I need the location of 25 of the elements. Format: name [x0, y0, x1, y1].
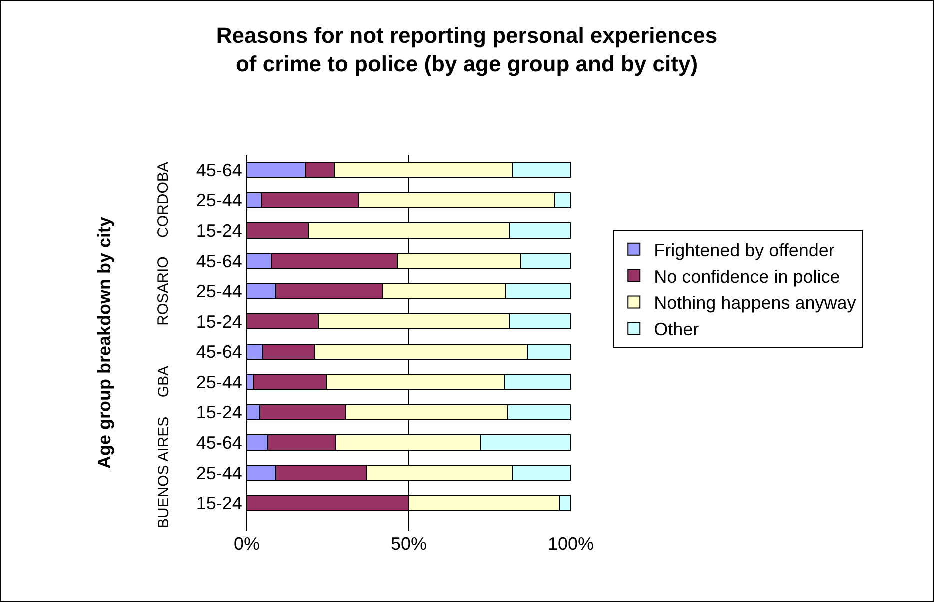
- y-tick-label: 25-44: [196, 463, 242, 484]
- text: CORDOBA: [155, 162, 172, 238]
- legend-label: No confidence in police: [654, 266, 840, 287]
- y-tick-label: 45-64: [196, 433, 242, 454]
- legend-label: Nothing happens anyway: [654, 293, 856, 314]
- y-tick-label: 45-64: [196, 251, 242, 272]
- text: ROSARIO: [155, 256, 172, 326]
- y-tick-label: 15-24: [196, 221, 242, 242]
- y-tick-label: 25-44: [196, 282, 242, 302]
- y-tick-label: 45-64: [196, 160, 242, 180]
- y-tick-label: 25-44: [196, 190, 242, 211]
- y-tick-label: 25-44: [196, 372, 242, 392]
- text: GBA: [155, 366, 172, 398]
- x-tick-label: 50%: [390, 534, 428, 554]
- y-tick-label: 15-24: [196, 494, 242, 514]
- y-axis-title: Age group breakdown by city: [94, 216, 115, 470]
- y-tick-label: 15-24: [196, 402, 242, 423]
- chart-title: Reasons for not reporting personal experiences of crime to police (by age group and by city): [216, 23, 718, 77]
- x-tick-label: 100%: [548, 534, 594, 554]
- y-tick-label: 15-24: [196, 312, 242, 332]
- x-tick-label: 0%: [234, 534, 260, 554]
- text: BUENOS AIRES: [156, 416, 173, 529]
- legend-label: Other: [654, 320, 700, 340]
- y-tick-label: 45-64: [196, 342, 242, 362]
- legend-label: Frightened by offender: [654, 240, 835, 260]
